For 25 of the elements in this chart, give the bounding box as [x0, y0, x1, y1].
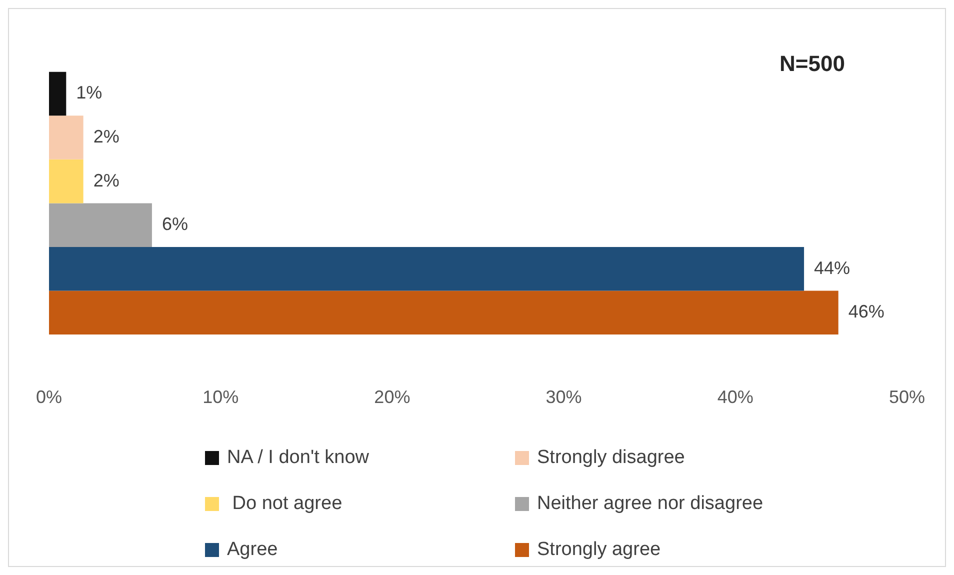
x-tick-label: 20% — [374, 387, 410, 408]
x-tick-label: 10% — [202, 387, 239, 408]
x-tick-label: 0% — [36, 387, 62, 408]
data-label: 2% — [93, 126, 120, 146]
bar — [49, 290, 838, 335]
legend-label: NA / I don't know — [227, 447, 369, 469]
legend-label: Do not agree — [231, 493, 342, 515]
annotation: N=500 — [780, 51, 845, 77]
bar — [49, 203, 152, 247]
data-label: 1% — [76, 82, 102, 103]
bar — [49, 72, 66, 116]
bar — [49, 246, 804, 291]
bar — [49, 116, 84, 160]
data-label: 2% — [93, 170, 120, 190]
legend-label: Strongly agree — [537, 539, 661, 561]
data-label: 44% — [814, 258, 850, 278]
bar — [49, 159, 84, 204]
legend-label: Strongly disagree — [537, 447, 685, 469]
legend-label: Agree — [227, 539, 278, 561]
x-tick-label: 50% — [888, 387, 925, 408]
legend-label: Neither agree nor disagree — [537, 493, 764, 515]
x-tick-label: 40% — [717, 387, 754, 408]
data-label: 46% — [848, 302, 884, 322]
x-tick-label: 30% — [546, 387, 582, 408]
data-label: 6% — [162, 214, 188, 234]
